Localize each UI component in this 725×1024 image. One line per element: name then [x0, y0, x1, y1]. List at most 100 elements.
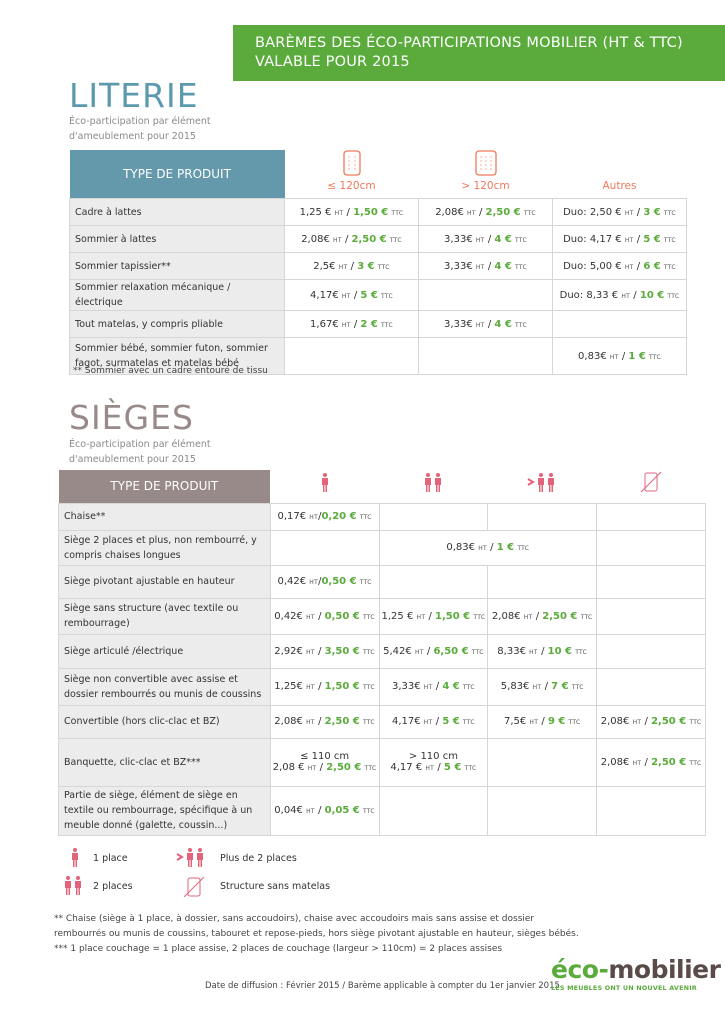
price-ht: 3,33€ [444, 260, 473, 272]
price-value: Duo: 5,00 € HT / 6 € TTC [563, 260, 676, 272]
price-ht: 0,83€ [446, 542, 476, 553]
price-value: 2,08€ HT / 2,50 € TTC [301, 233, 402, 245]
table-row: Partie de siège, élément de siège en tex… [58, 785, 706, 836]
unit-ttc: TTC [471, 648, 484, 656]
unit-ttc: TTC [571, 684, 584, 691]
price-cell: 0,83€ HT / 1 € TTC [552, 337, 687, 375]
price-cell: Duo: 2,50 € HT / 3 € TTC [552, 198, 687, 226]
price-ht: 1,25 € [299, 206, 332, 218]
price-ttc: 2,50 € [651, 756, 687, 768]
unit-ht: HT [467, 209, 476, 217]
structure-without-mattress-icon [183, 876, 205, 898]
price-ht: 7,5€ [503, 716, 527, 727]
empty-cell [596, 633, 706, 669]
price-ht: 5,00 € [589, 260, 622, 272]
price-cell: 2,08€ HT / 2,50 € TTC [487, 597, 598, 635]
price-cell: 4,17€ HT / 5 € TTC [284, 279, 419, 311]
literie-footnote: ** Sommier avec un cadre entouré de tiss… [73, 366, 268, 376]
price-value: Duo: 2,50 € HT / 3 € TTC [563, 206, 676, 218]
price-ht: 2,08€ [491, 610, 521, 622]
mattress-small-icon [285, 150, 419, 176]
price-cell: Duo: 5,00 € HT / 6 € TTC [552, 252, 687, 280]
unit-ht: HT [609, 353, 619, 361]
price-ht: 4,17 € [589, 233, 622, 245]
price-ttc: 2 € [360, 318, 378, 330]
empty-cell [378, 564, 489, 599]
column-header: Autres [553, 150, 687, 199]
price-cell: 1,25 € HT / 1,50 € TTC [284, 198, 419, 226]
unit-ht: HT [624, 236, 634, 244]
price-cell: 2,08€ HT / 2,50 € TTC [596, 704, 706, 739]
empty-cell [552, 310, 687, 338]
unit-ht: HT [414, 648, 424, 656]
price-cell: Duo: 4,17 € HT / 5 € TTC [552, 225, 687, 253]
unit-ttc: TTC [689, 759, 702, 767]
unit-ht: HT [306, 719, 315, 726]
unit-ttc: TTC [389, 236, 402, 244]
price-cell: > 110 cm 4,17 € HT / 5 € TTC [378, 737, 489, 787]
footnote-couchage: *** 1 place couchage = 1 place assise, 2… [54, 944, 503, 954]
footnote-chaise: ** Chaise (siège à 1 place, à dossier, s… [54, 912, 579, 942]
empty-cell [418, 337, 553, 375]
product-type: Partie de siège, élément de siège en tex… [58, 785, 271, 836]
price-cell: 1,67€ HT / 2 € TTC [284, 310, 419, 338]
price-value: 4,17 € HT / 5 € TTC [390, 762, 477, 773]
unit-ht: HT [307, 765, 317, 772]
unit-ht: HT [632, 759, 642, 767]
price-cell: 8,33€ HT / 10 € TTC [487, 633, 598, 669]
price-ttc: 0,05 € [324, 805, 360, 816]
unit-ttc: TTC [362, 684, 375, 691]
price-ht: 2,92€ [274, 645, 303, 657]
price-value: 3,33€ HT / 4 € TTC [444, 260, 527, 272]
price-ttc: 6,50 € [433, 645, 469, 657]
unit-ht: HT [306, 808, 315, 815]
price-cell: 3,33€ HT / 4 € TTC [378, 667, 489, 706]
price-ht: 4,17 € [390, 762, 423, 773]
price-ht: 2,08€ [600, 756, 630, 768]
structure-without-mattress-icon [597, 471, 706, 493]
literie-table: TYPE DE PRODUIT ≤ 120cm > 120cm Autres Cadre… [69, 150, 687, 375]
empty-cell [596, 564, 706, 599]
unit-ttc: TTC [648, 353, 661, 361]
price-cell: 0,04€ HT / 0,05 € TTC [269, 785, 380, 836]
empty-cell [596, 597, 706, 635]
sieges-table: TYPE DE PRODUIT Chaise** 0,17€ HT/0,20 € T… [58, 470, 706, 836]
price-cell: 5,42€ HT / 6,50 € TTC [378, 633, 489, 669]
unit-ttc: TTC [514, 263, 527, 271]
price-ht: 3,33€ [391, 681, 421, 692]
price-cell: 3,33€ HT / 4 € TTC [418, 252, 553, 280]
price-ttc: 3 € [643, 206, 661, 218]
price-ttc: 2,50 € [485, 206, 521, 218]
column-header: > 120cm [419, 150, 553, 199]
table-row: Siège articulé /électrique 2,92€ HT / 3,5… [58, 633, 706, 669]
unit-ht: HT [621, 292, 631, 300]
price-ht: 5,42€ [383, 645, 412, 657]
price-value: 2,5€ HT / 3 € TTC [313, 260, 390, 272]
price-ttc: 5 € [442, 716, 460, 727]
product-type: Sommier relaxation mécanique / électriqu… [69, 279, 285, 311]
unit-ht: HT [306, 684, 315, 691]
unit-ht: HT [475, 321, 485, 329]
price-ttc: 1,50 € [324, 681, 360, 692]
more-than-two-persons-icon [175, 848, 207, 868]
sieges-title: SIÈGES [69, 398, 194, 437]
price-ht: 2,5€ [313, 260, 336, 272]
table-row: Banquette, clic-clac et BZ*** ≤ 110 cm 2,0… [58, 737, 706, 787]
price-cell: 7,5€ HT / 9 € TTC [487, 704, 598, 739]
unit-ttc: TTC [462, 684, 475, 691]
price-value: 2,08€ HT / 2,50 € TTC [600, 756, 702, 768]
product-type: Sommier tapissier** [69, 252, 285, 280]
price-ht: 2,08€ [600, 716, 630, 727]
price-cell: 0,17€ HT/0,20 € TTC [269, 502, 380, 531]
price-ht: 2,08€ [274, 716, 303, 727]
one-person-icon [270, 472, 379, 493]
unit-ttc: TTC [663, 236, 676, 244]
unit-ttc: TTC [377, 263, 390, 271]
two-persons-icon [379, 472, 488, 493]
price-cell: 2,08€ HT / 2,50 € TTC [269, 704, 380, 739]
type-header: TYPE DE PRODUIT [58, 470, 271, 503]
price-ttc: 10 € [639, 289, 665, 301]
subtitle-line: d'ameublement pour 2015 [69, 454, 196, 465]
footnote-line: rembourrés ou munis de coussins, taboure… [54, 929, 579, 939]
price-ht: 1,67€ [310, 318, 339, 330]
